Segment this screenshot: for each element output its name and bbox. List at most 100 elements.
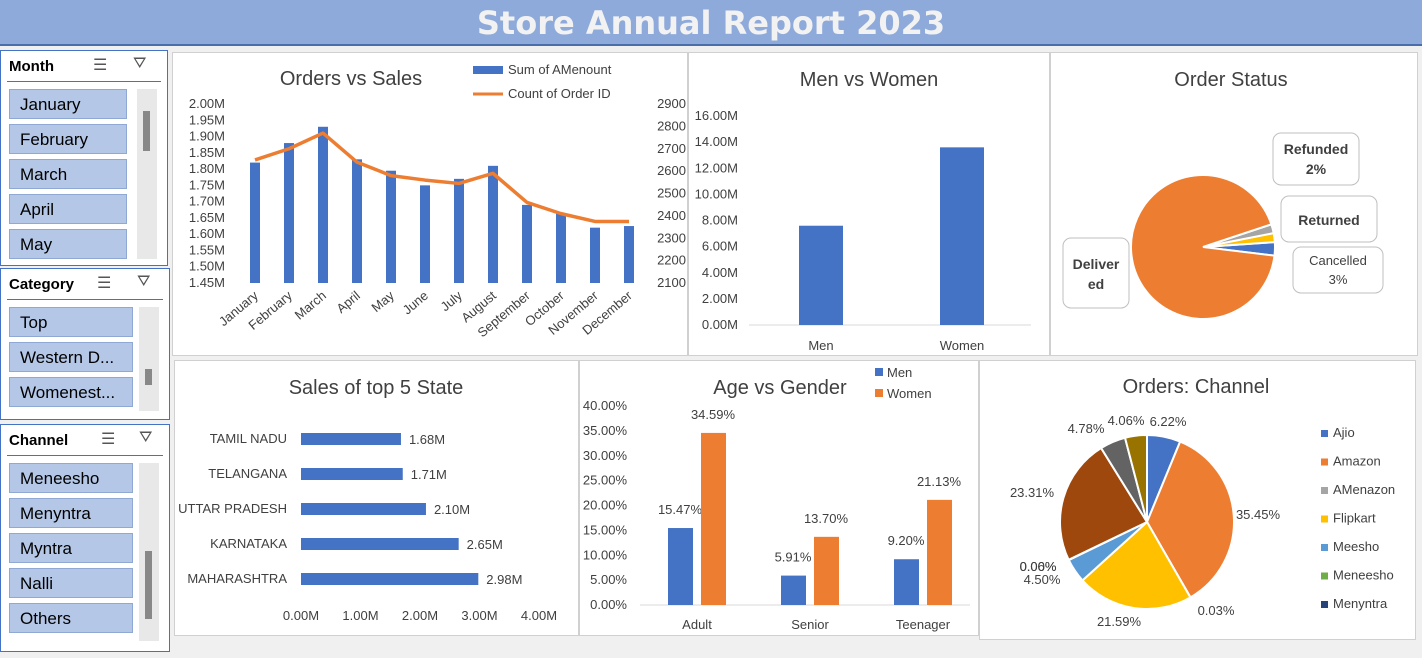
- legend-label-men: Men: [887, 365, 912, 380]
- bar-sales-june: [420, 185, 430, 283]
- orders-channel-chart[interactable]: Orders: Channel 6.22% 35.45% 0.03% 21.59% 4.5…: [979, 360, 1416, 640]
- bar-sales-february: [284, 143, 294, 283]
- multi-select-icon[interactable]: ☰: [101, 431, 116, 448]
- bar-sales-july: [454, 178, 464, 283]
- bar-sales-april: [352, 159, 362, 283]
- clear-filter-icon[interactable]: ⛛: [137, 273, 151, 290]
- x-tick-label: 1.00M: [342, 608, 378, 623]
- line-order-count: [254, 131, 629, 224]
- y-tick-label: 1.45M: [189, 275, 225, 290]
- data-label: 5.91%: [775, 550, 812, 565]
- bar-women-teenager: [927, 499, 952, 605]
- channel-scrollbar-thumb[interactable]: [145, 551, 152, 619]
- slicer-item-january[interactable]: January: [9, 89, 127, 119]
- y-tick-label: 1.70M: [189, 194, 225, 209]
- x-tick-label: Senior: [791, 617, 829, 632]
- slicer-item-april[interactable]: April: [9, 194, 127, 224]
- report-title: Store Annual Report 2023: [476, 4, 946, 42]
- bar-sales-march: [318, 126, 328, 283]
- men-vs-women-chart[interactable]: Men vs Women 16.00M 14.00M 12.00M 10.00M 8.00…: [688, 52, 1050, 356]
- legend-label-orders: Count of Order ID: [508, 86, 611, 101]
- age-vs-gender-chart[interactable]: Age vs Gender Men Women 40.00% 35.00% 30.00% 2…: [579, 360, 979, 636]
- bar-men: [799, 225, 843, 325]
- multi-select-icon[interactable]: ☰: [97, 275, 112, 292]
- clear-filter-icon[interactable]: ⛛: [133, 55, 147, 72]
- chart-title: Men vs Women: [800, 69, 939, 91]
- pie-slice-myntra: [1059, 446, 1149, 562]
- slicer-item-myntra[interactable]: Myntra: [9, 533, 133, 563]
- callout-refunded-label: Refunded: [1284, 141, 1349, 157]
- bar-telangana: [301, 468, 403, 480]
- bar-men-senior: [781, 575, 806, 605]
- x-tick-label: March: [292, 288, 329, 323]
- bar-sales-january: [250, 162, 260, 283]
- data-label: 0.00%: [1020, 559, 1057, 574]
- category-slicer[interactable]: Category ☰ ⛛ Top Western D... Womenest..…: [0, 268, 170, 420]
- y-tick-label: 12.00M: [695, 160, 738, 175]
- y-tick-label: 1.90M: [189, 129, 225, 144]
- y2-tick-label: 2500: [657, 186, 686, 201]
- legend-swatch-meneesho: [1321, 572, 1328, 580]
- x-tick-label: Adult: [682, 617, 712, 632]
- y-tick-label: 10.00%: [583, 547, 628, 562]
- y-tick-label: 1.95M: [189, 112, 225, 127]
- y-tick-label: UTTAR PRADESH: [178, 501, 287, 516]
- y-tick-label: 1.80M: [189, 161, 225, 176]
- orders-vs-sales-svg: Orders vs Sales Sum of AMenount Count of O…: [189, 62, 686, 340]
- slicer-item-meneesho[interactable]: Meneesho: [9, 463, 133, 493]
- legend-label-menyntra: Menyntra: [1333, 596, 1388, 611]
- channel-scrollbar[interactable]: [139, 463, 159, 641]
- legend-label-ajio: Ajio: [1333, 425, 1355, 440]
- y-tick-label: 16.00M: [695, 108, 738, 123]
- slicer-item-womenest[interactable]: Womenest...: [9, 377, 133, 407]
- data-label: 4.50%: [1024, 572, 1061, 587]
- legend-swatch-flipkart: [1321, 515, 1328, 523]
- data-label: 23.31%: [1010, 485, 1055, 500]
- pie-slice-flipkart: [1081, 520, 1192, 610]
- y-tick-label: 25.00%: [583, 473, 628, 488]
- category-slicer-items: Top Western D... Womenest...: [9, 307, 133, 412]
- callout-delivered-label: Deliver: [1073, 256, 1120, 272]
- bar-tamil-nadu: [301, 433, 401, 445]
- callout-cancelled-label: Cancelled: [1309, 253, 1367, 268]
- category-scrollbar[interactable]: [139, 307, 159, 411]
- month-scrollbar[interactable]: [137, 89, 157, 259]
- legend-swatch-amenazon: [1321, 487, 1328, 494]
- slicer-item-top[interactable]: Top: [9, 307, 133, 337]
- y2-tick-label: 2200: [657, 253, 686, 268]
- bar-sales-november: [590, 227, 600, 283]
- slicer-item-march[interactable]: March: [9, 159, 127, 189]
- y-tick-label: MAHARASHTRA: [187, 571, 287, 586]
- clear-filter-icon[interactable]: ⛛: [139, 429, 153, 446]
- slicer-item-nalli[interactable]: Nalli: [9, 568, 133, 598]
- data-label: 35.45%: [1236, 507, 1281, 522]
- slicer-item-menyntra[interactable]: Menyntra: [9, 498, 133, 528]
- slicer-item-others[interactable]: Others: [9, 603, 133, 633]
- orders-channel-svg: Orders: Channel 6.22% 35.45% 0.03% 21.59% 4.5…: [1010, 376, 1395, 629]
- orders-vs-sales-chart[interactable]: Orders vs Sales Sum of AMenount Count of O…: [172, 52, 688, 356]
- category-scrollbar-thumb[interactable]: [145, 369, 152, 385]
- top5-state-chart[interactable]: Sales of top 5 State 0.00M 1.00M 2.00M 3.00M…: [174, 360, 579, 636]
- bar-maharashtra: [301, 573, 479, 585]
- channel-slicer[interactable]: Channel ☰ ⛛ Meneesho Menyntra Myntra Nal…: [0, 424, 170, 652]
- legend-swatch-sales: [473, 66, 503, 74]
- y-tick-label: TELANGANA: [208, 466, 287, 481]
- x-tick-label: Women: [940, 338, 985, 353]
- bar-uttar-pradesh: [301, 503, 426, 515]
- month-slicer[interactable]: Month ☰ ⛛ January February March April M…: [0, 50, 168, 266]
- slicer-item-may[interactable]: May: [9, 229, 127, 259]
- data-label: 0.06%: [1020, 559, 1057, 574]
- order-status-chart[interactable]: Order Status Deliver ed Refunded 2% Returned C…: [1050, 52, 1418, 356]
- order-status-svg: Order Status Deliver ed Refunded 2% Returned C…: [1062, 69, 1384, 320]
- channel-slicer-items: Meneesho Menyntra Myntra Nalli Others: [9, 463, 133, 638]
- month-scrollbar-thumb[interactable]: [143, 111, 150, 151]
- legend-label-women: Women: [887, 386, 932, 401]
- slicer-item-western-dress[interactable]: Western D...: [9, 342, 133, 372]
- callout-cancelled-label: 3%: [1329, 272, 1348, 287]
- y-tick-label: 1.65M: [189, 210, 225, 225]
- report-title-bar: Store Annual Report 2023: [0, 0, 1422, 46]
- multi-select-icon[interactable]: ☰: [93, 57, 108, 74]
- slicer-item-february[interactable]: February: [9, 124, 127, 154]
- data-label: 21.59%: [1097, 614, 1142, 629]
- bar-sales-august: [488, 165, 498, 283]
